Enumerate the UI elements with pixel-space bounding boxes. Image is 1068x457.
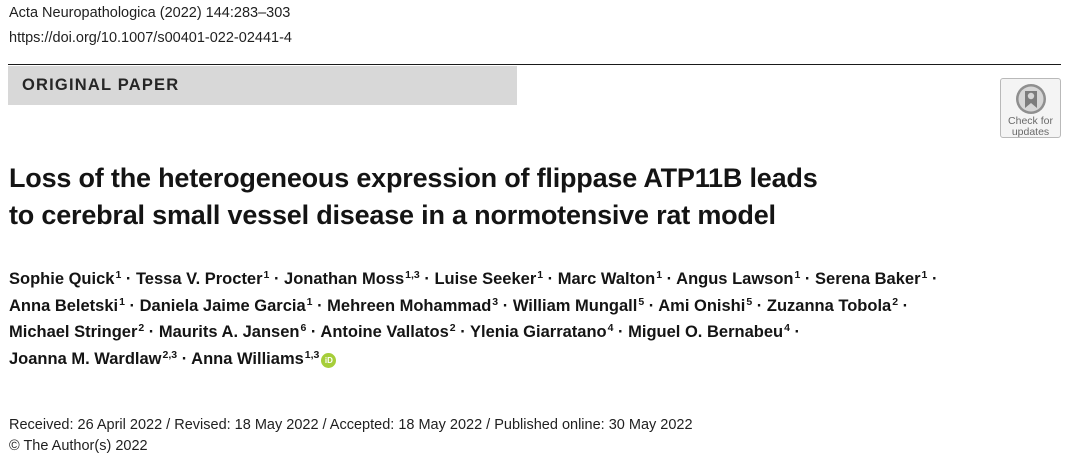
author-name[interactable]: Zuzanna Tobola2 bbox=[766, 295, 899, 315]
affiliation-marker[interactable]: 6 bbox=[300, 322, 307, 334]
author-name[interactable]: Ami Onishi5 bbox=[658, 295, 753, 315]
journal-citation: Acta Neuropathologica (2022) 144:283–303 bbox=[9, 5, 291, 21]
author-separator: · bbox=[644, 296, 659, 315]
author-name-text: Anna Williams bbox=[191, 349, 304, 368]
author-list: Sophie Quick1 · Tessa V. Procter1 · Jona… bbox=[9, 266, 1064, 372]
author-separator: · bbox=[269, 270, 285, 288]
author-separator: · bbox=[800, 270, 816, 288]
article-type-label: ORIGINAL PAPER bbox=[22, 76, 180, 94]
orcid-icon[interactable]: iD bbox=[321, 352, 337, 368]
doi-link[interactable]: https://doi.org/10.1007/s00401-022-02441… bbox=[9, 30, 292, 46]
affiliation-marker[interactable]: 1,3 bbox=[405, 269, 420, 281]
author-name-text: Ylenia Giarratano bbox=[469, 323, 607, 341]
author-separator: · bbox=[306, 323, 321, 341]
author-name-text: Angus Lawson bbox=[676, 270, 794, 288]
author-separator: · bbox=[124, 296, 140, 315]
author-name[interactable]: Serena Baker1 bbox=[815, 270, 927, 288]
affiliation-marker[interactable]: 5 bbox=[638, 295, 645, 308]
header-rule bbox=[8, 64, 1061, 65]
author-separator: · bbox=[498, 296, 513, 315]
author-separator: · bbox=[419, 270, 435, 288]
article-type-banner: ORIGINAL PAPER bbox=[8, 66, 517, 105]
author-row: Anna Beletski1 · Daniela Jaime Garcia1 ·… bbox=[9, 293, 1064, 320]
author-separator: · bbox=[144, 323, 159, 341]
affiliation-marker[interactable]: 4 bbox=[784, 322, 790, 334]
affiliation-marker[interactable]: 1 bbox=[119, 295, 125, 308]
affiliation-marker[interactable]: 1,3 bbox=[304, 348, 320, 361]
author-name-text: Michael Stringer bbox=[9, 323, 138, 341]
crossmark-icon bbox=[1015, 84, 1046, 114]
author-separator: · bbox=[455, 323, 470, 341]
affiliation-marker[interactable]: 3 bbox=[492, 295, 499, 308]
author-name-text: Ami Onishi bbox=[658, 296, 746, 315]
author-name[interactable]: Sophie Quick1 bbox=[9, 270, 121, 288]
affiliation-marker[interactable]: 1 bbox=[537, 269, 544, 281]
author-name[interactable]: Luise Seeker1 bbox=[434, 270, 543, 288]
author-name-text: Miguel O. Bernabeu bbox=[628, 323, 784, 341]
badge-line-2: updates bbox=[1011, 126, 1050, 138]
author-name-text: Serena Baker bbox=[815, 270, 921, 288]
author-name-text: Anna Beletski bbox=[9, 296, 119, 315]
author-name-text: Zuzanna Tobola bbox=[766, 296, 892, 315]
author-separator: · bbox=[789, 323, 801, 341]
author-name-text: Antoine Vallatos bbox=[320, 323, 449, 341]
affiliation-marker[interactable]: 1 bbox=[306, 295, 313, 308]
author-name[interactable]: Jonathan Moss1,3 bbox=[284, 270, 420, 288]
title-line-1: Loss of the heterogeneous expression of … bbox=[9, 163, 818, 193]
author-name[interactable]: Joanna M. Wardlaw2,3 bbox=[9, 348, 178, 368]
author-name-text: William Mungall bbox=[512, 296, 638, 315]
author-name-text: Joanna M. Wardlaw bbox=[9, 349, 162, 368]
affiliation-marker[interactable]: 1 bbox=[794, 269, 801, 281]
affiliation-marker[interactable]: 2 bbox=[449, 322, 456, 334]
author-name-text: Tessa V. Procter bbox=[135, 270, 263, 288]
check-for-updates-badge[interactable]: Check for updates bbox=[1000, 78, 1061, 138]
publication-history: Received: 26 April 2022 / Revised: 18 Ma… bbox=[9, 417, 693, 433]
author-separator: · bbox=[613, 323, 629, 341]
author-name-text: Marc Walton bbox=[557, 270, 656, 288]
author-row: Sophie Quick1 · Tessa V. Procter1 · Jona… bbox=[9, 266, 1064, 293]
author-row: Joanna M. Wardlaw2,3 · Anna Williams1,3 i… bbox=[9, 346, 1064, 373]
affiliation-marker[interactable]: 2,3 bbox=[162, 348, 178, 361]
author-separator: · bbox=[177, 349, 192, 368]
author-separator: · bbox=[662, 270, 677, 288]
author-name-text: Maurits A. Jansen bbox=[158, 323, 300, 341]
author-separator: · bbox=[121, 270, 136, 288]
author-name[interactable]: Daniela Jaime Garcia1 bbox=[139, 295, 313, 315]
author-name[interactable]: Mehreen Mohammad3 bbox=[327, 295, 499, 315]
author-name[interactable]: Ylenia Giarratano4 bbox=[470, 323, 613, 341]
title-line-2: to cerebral small vessel disease in a no… bbox=[9, 200, 776, 230]
author-name[interactable]: Michael Stringer2 bbox=[9, 323, 144, 341]
author-name[interactable]: Antoine Vallatos2 bbox=[320, 323, 455, 341]
author-separator: · bbox=[752, 296, 767, 315]
author-name[interactable]: Angus Lawson1 bbox=[676, 270, 800, 288]
author-name-text: Daniela Jaime Garcia bbox=[139, 296, 306, 315]
author-name[interactable]: William Mungall5 bbox=[512, 295, 645, 315]
affiliation-marker[interactable]: 4 bbox=[607, 322, 614, 334]
affiliation-marker[interactable]: 1 bbox=[263, 269, 270, 281]
author-name-text: Mehreen Mohammad bbox=[327, 296, 492, 315]
copyright-notice: © The Author(s) 2022 bbox=[9, 438, 148, 454]
affiliation-marker[interactable]: 5 bbox=[746, 295, 753, 308]
author-row: Michael Stringer2 · Maurits A. Jansen6 ·… bbox=[9, 319, 1064, 346]
author-name-text: Sophie Quick bbox=[9, 270, 115, 288]
affiliation-marker[interactable]: 1 bbox=[115, 269, 122, 281]
author-name[interactable]: Anna Beletski1 bbox=[9, 295, 125, 315]
article-title: Loss of the heterogeneous expression of … bbox=[9, 160, 989, 234]
author-name-text: Luise Seeker bbox=[434, 270, 537, 288]
author-name[interactable]: Anna Williams1,3 iD bbox=[191, 348, 337, 368]
badge-line-1: Check for bbox=[1008, 115, 1053, 127]
affiliation-marker[interactable]: 1 bbox=[921, 269, 928, 281]
author-separator: · bbox=[898, 296, 909, 315]
author-name[interactable]: Miguel O. Bernabeu4 bbox=[628, 323, 790, 341]
author-name[interactable]: Maurits A. Jansen6 bbox=[159, 323, 306, 341]
author-separator: · bbox=[543, 270, 558, 288]
author-name[interactable]: Tessa V. Procter1 bbox=[136, 270, 269, 288]
affiliation-marker[interactable]: 1 bbox=[656, 269, 663, 281]
affiliation-marker[interactable]: 2 bbox=[892, 295, 899, 308]
affiliation-marker[interactable]: 2 bbox=[138, 322, 145, 334]
author-separator: · bbox=[312, 296, 328, 315]
author-name-text: Jonathan Moss bbox=[284, 270, 405, 288]
author-separator: · bbox=[927, 270, 938, 288]
author-name[interactable]: Marc Walton1 bbox=[558, 270, 662, 288]
